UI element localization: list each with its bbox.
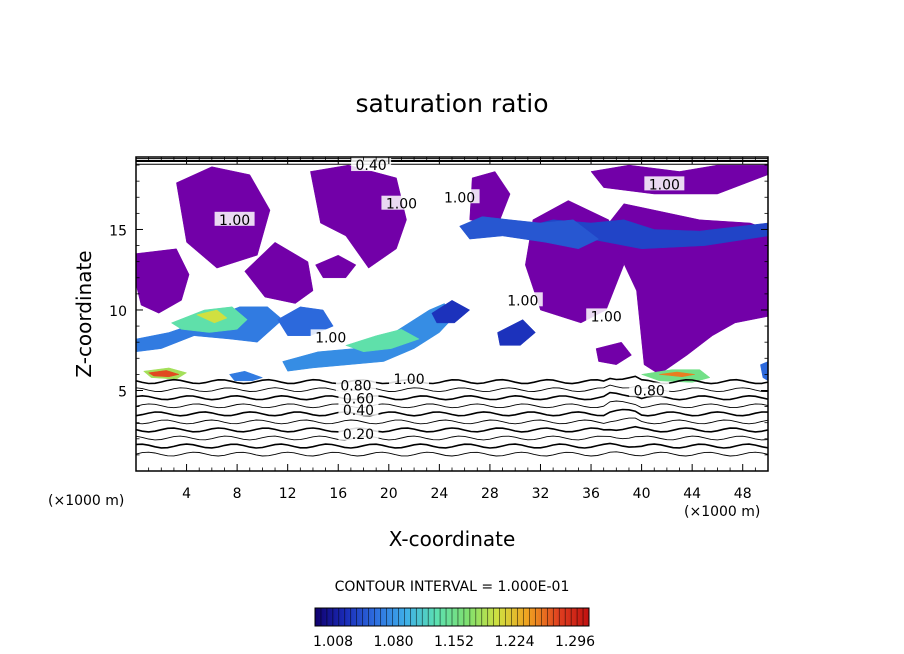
contour-label-bg-1 <box>338 401 379 416</box>
fill-region-4 <box>469 171 511 227</box>
contour-label-9: 1.00 <box>444 190 475 206</box>
contour-label-13: 0.40 <box>356 158 387 174</box>
contour-label-bg-13 <box>351 157 392 172</box>
x-axis: 4 8 12 16 20 24 28 32 36 40 44 48 <box>148 157 756 502</box>
contour-label-bg-9 <box>439 189 480 204</box>
x-tick-label-44: 44 <box>683 486 701 502</box>
contour-line-0.8 <box>136 391 768 401</box>
contour-label-3: 0.80 <box>340 379 371 395</box>
colorbar-segments <box>320 608 584 626</box>
y-tick-label-15: 15 <box>109 223 127 239</box>
y-axis: 5 10 15 <box>109 164 768 456</box>
colorbar-tick-label-2: 1.152 <box>434 634 474 650</box>
colorbar-tick-label-4: 1.296 <box>555 634 595 650</box>
contour-label-2: 0.60 <box>343 392 374 408</box>
x-tick-label-16: 16 <box>329 486 347 502</box>
contour-label-bg-8 <box>381 195 422 210</box>
contour-line-0.4 <box>136 425 768 433</box>
x-tick-label-40: 40 <box>633 486 651 502</box>
contour-label-5: 0.80 <box>634 383 665 399</box>
fill-region-23 <box>497 319 536 346</box>
contour-label-bg-11 <box>586 308 627 323</box>
x-tick-label-28: 28 <box>481 486 499 502</box>
contour-line-0.2 <box>136 442 768 449</box>
colorbar: 1.008 1.080 1.152 1.224 1.296 <box>313 607 595 650</box>
x-tick-label-32: 32 <box>532 486 550 502</box>
fill-region-21 <box>760 361 768 382</box>
x-tick-label-48: 48 <box>734 486 752 502</box>
contour-label-8: 1.00 <box>386 197 417 213</box>
contour-label-bg-5 <box>629 382 670 397</box>
fill-region-18 <box>229 370 264 382</box>
x-tick-label-36: 36 <box>582 486 600 502</box>
colorbar-tick-label-3: 1.224 <box>494 634 534 650</box>
contour-label-bg-2 <box>338 390 379 405</box>
contour-label-12: 1.00 <box>649 177 680 193</box>
x-tick-label-8: 8 <box>233 486 242 502</box>
contour-label-6: 1.00 <box>315 330 346 346</box>
contour-label-7: 1.00 <box>219 213 250 229</box>
plot-area: 0.200.400.600.80 1.000.801.001.001.00 1.00… <box>135 156 769 472</box>
x-tick-label-12: 12 <box>279 486 297 502</box>
contour-label-1: 0.40 <box>343 403 374 419</box>
contour-label-bg-7 <box>214 211 255 226</box>
contour-label-10: 1.00 <box>507 293 538 309</box>
fill-region-15 <box>345 329 420 353</box>
contour-label-11: 1.00 <box>591 309 622 325</box>
colorbar-ticks: 1.008 1.080 1.152 1.224 1.296 <box>313 634 595 650</box>
contour-label-bg-3 <box>335 377 376 392</box>
contour-label-0: 0.20 <box>343 427 374 443</box>
contour-label-bg-10 <box>502 292 543 307</box>
x-axis-label: X-coordinate <box>389 527 516 551</box>
contour-label-bg-12 <box>644 176 685 191</box>
fill-region-2 <box>244 241 314 304</box>
fill-region-20 <box>659 371 695 378</box>
x-unit-right: (×1000 m) <box>684 504 760 520</box>
x-tick-label-4: 4 <box>182 486 191 502</box>
contour-line-0.1 <box>136 451 768 457</box>
x-unit-left: (×1000 m) <box>48 493 124 509</box>
contour-label-4: 1.00 <box>393 372 424 388</box>
fill-region-22 <box>431 300 471 324</box>
contour-label-bg-6 <box>310 329 351 344</box>
contour-line-0.3 <box>136 435 768 441</box>
contour-line-0.6 <box>136 408 768 417</box>
y-tick-label-5: 5 <box>118 384 127 400</box>
x-tick-label-24: 24 <box>430 486 448 502</box>
y-tick-label-10: 10 <box>109 304 127 320</box>
x-tick-label-20: 20 <box>380 486 398 502</box>
contour-labels: 0.200.400.600.80 1.000.801.001.001.00 1.00… <box>214 157 685 443</box>
contour-label-bg-4 <box>389 371 430 386</box>
fill-region-12 <box>195 309 228 324</box>
y-axis-label: Z-coordinate <box>72 250 96 377</box>
fill-region-9 <box>459 216 600 250</box>
fill-region-24 <box>595 341 632 365</box>
fill-region-17 <box>147 370 180 378</box>
colorbar-tick-label-0: 1.008 <box>313 634 353 650</box>
chart-title: saturation ratio <box>355 89 548 118</box>
contour-label-bg-0 <box>338 425 379 440</box>
fill-region-25 <box>315 254 357 279</box>
fill-region-0 <box>136 248 190 314</box>
contour-line-0.5 <box>136 417 768 425</box>
colorbar-tick-label-1: 1.080 <box>373 634 413 650</box>
filled-contours <box>136 164 768 383</box>
fill-region-13 <box>277 306 334 336</box>
contour-interval: CONTOUR INTERVAL = 1.000E-01 <box>335 579 570 595</box>
contour-line-0.7 <box>136 400 768 409</box>
